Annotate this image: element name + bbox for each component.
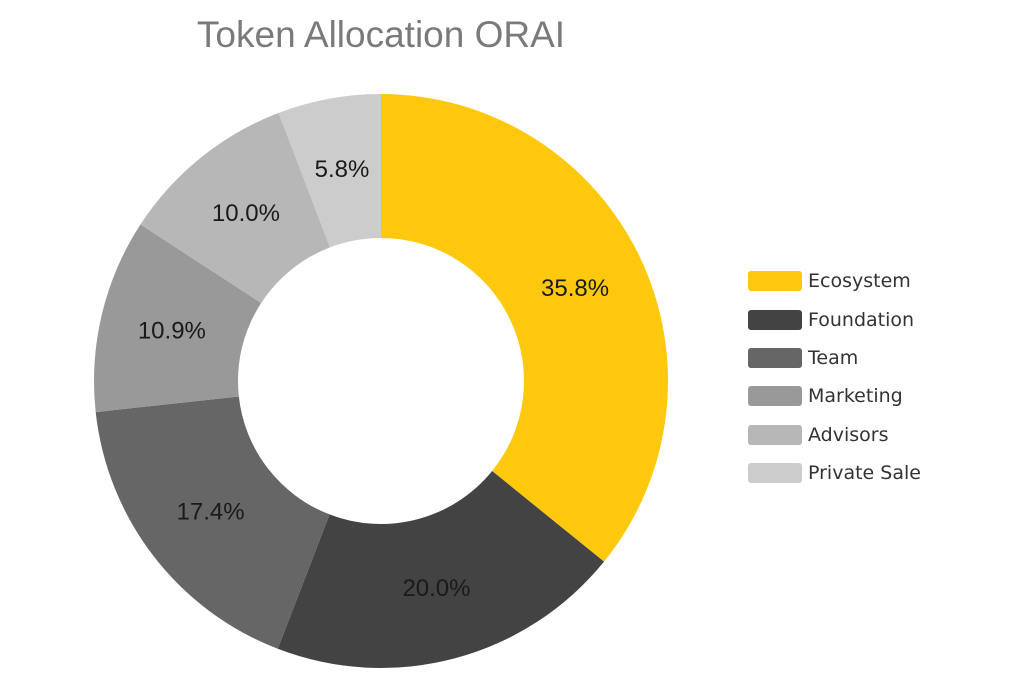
legend-item-advisors: Advisors <box>748 416 1008 454</box>
legend-item-private-sale: Private Sale <box>748 454 1008 492</box>
legend-label: Private Sale <box>808 462 921 485</box>
legend-label: Advisors <box>808 423 889 446</box>
legend-label: Marketing <box>808 385 903 408</box>
slice-ecosystem <box>381 94 669 562</box>
legend-swatch <box>748 463 802 484</box>
slice-label-advisors: 10.0% <box>212 200 280 227</box>
legend-swatch <box>748 424 802 445</box>
slice-private-sale <box>278 94 381 248</box>
legend-swatch <box>748 386 802 407</box>
slice-label-ecosystem: 35.8% <box>541 275 609 302</box>
legend-label: Team <box>808 346 859 369</box>
slice-team <box>95 396 330 649</box>
slice-foundation <box>277 471 605 668</box>
slice-label-foundation: 20.0% <box>402 575 470 602</box>
legend-swatch <box>748 347 802 368</box>
donut-slice-labels: 35.8% 20.0% 17.4% 10.9% 10.0% 5.8% <box>138 156 609 602</box>
slice-label-private-sale: 5.8% <box>315 156 370 183</box>
legend-swatch <box>748 271 802 292</box>
legend: Ecosystem Foundation Team Marketing Advisors… <box>748 262 1008 492</box>
legend-swatch <box>748 309 802 330</box>
legend-item-ecosystem: Ecosystem <box>748 262 1008 300</box>
donut-slices <box>93 94 669 668</box>
slice-marketing <box>93 224 262 413</box>
chart-title: Token Allocation ORAI <box>196 14 566 55</box>
slice-advisors <box>140 112 330 303</box>
slice-label-team: 17.4% <box>177 499 245 526</box>
slice-label-marketing: 10.9% <box>138 318 206 345</box>
legend-item-team: Team <box>748 339 1008 377</box>
legend-item-marketing: Marketing <box>748 377 1008 415</box>
legend-item-foundation: Foundation <box>748 300 1008 338</box>
legend-label: Ecosystem <box>808 270 911 293</box>
legend-label: Foundation <box>808 308 915 331</box>
